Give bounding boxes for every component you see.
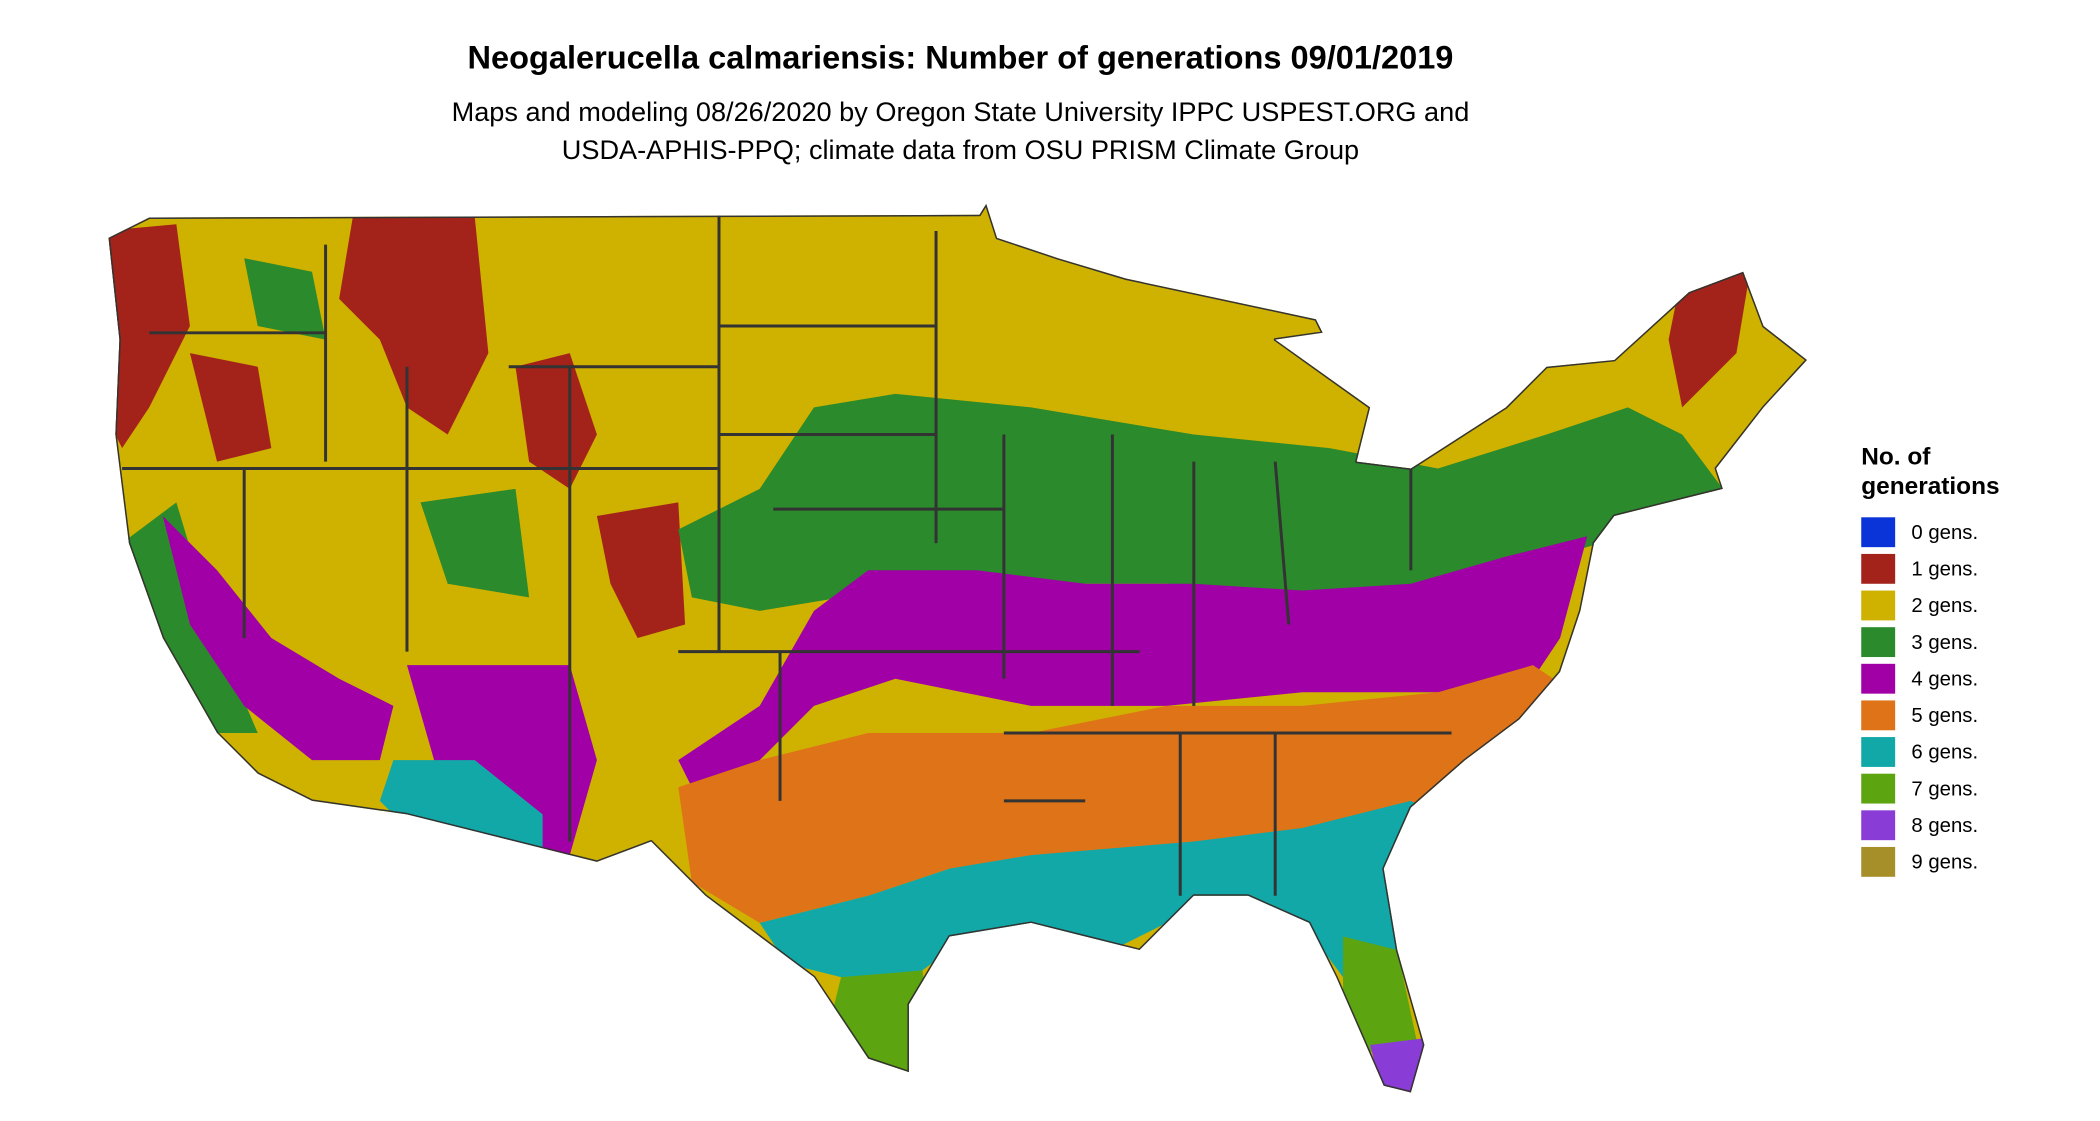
subtitle: Maps and modeling 08/26/2020 by Oregon S… bbox=[452, 96, 1470, 127]
legend-swatch bbox=[1861, 663, 1896, 694]
legend-swatch bbox=[1861, 700, 1896, 731]
legend-label: 7 gens. bbox=[1911, 778, 1978, 800]
legend-swatch bbox=[1861, 517, 1896, 548]
zone-3-gens bbox=[122, 258, 1723, 733]
title: Neogalerucella calmariensis: Number of g… bbox=[468, 39, 1454, 75]
legend-swatch bbox=[1861, 773, 1896, 804]
zone-4-gens bbox=[162, 515, 1588, 856]
legend-swatch bbox=[1861, 737, 1896, 767]
legend-swatch bbox=[1861, 553, 1896, 584]
state-borders bbox=[122, 214, 1452, 896]
zone-5-gens bbox=[678, 665, 1574, 923]
legend-label: 1 gens. bbox=[1911, 559, 1978, 581]
legend-label: 9 gens. bbox=[1911, 852, 1978, 874]
legend-swatch bbox=[1861, 590, 1896, 621]
legend-label: 2 gens. bbox=[1911, 595, 1978, 617]
subtitle: USDA-APHIS-PPQ; climate data from OSU PR… bbox=[562, 134, 1359, 165]
legend-label: 8 gens. bbox=[1911, 815, 1978, 837]
legend-swatch bbox=[1861, 810, 1896, 841]
legend-label: 6 gens. bbox=[1911, 742, 1978, 764]
generation-map bbox=[108, 203, 1807, 1093]
legend-label: 3 gens. bbox=[1911, 632, 1978, 654]
legend-label: 5 gens. bbox=[1911, 705, 1978, 727]
legend-label: 4 gens. bbox=[1911, 668, 1978, 690]
legend: 0 gens. 1 gens. 2 gens. 3 gens. 4 gens. 5 gen… bbox=[1861, 517, 1978, 877]
zone-6-gens bbox=[379, 760, 1438, 991]
legend-title: generations bbox=[1861, 473, 1999, 500]
legend-swatch bbox=[1861, 627, 1896, 658]
legend-title: No. of bbox=[1861, 443, 1931, 470]
legend-swatch bbox=[1861, 846, 1896, 877]
legend-label: 0 gens. bbox=[1911, 522, 1978, 544]
